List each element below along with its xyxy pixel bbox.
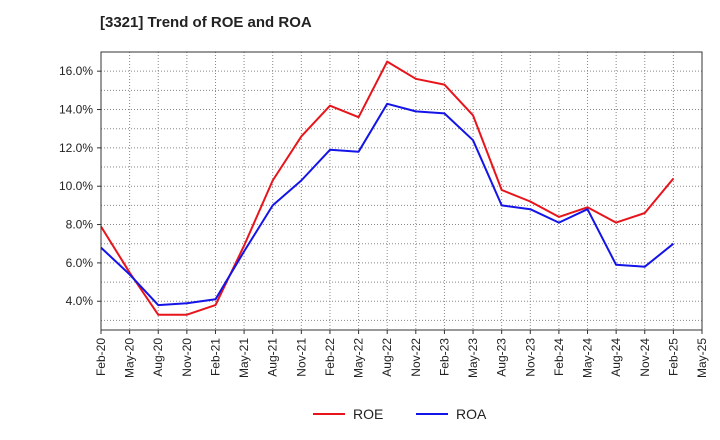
data-point-roa [471, 138, 475, 142]
data-point-roe [242, 244, 246, 248]
y-tick-label: 8.0% [66, 218, 94, 232]
data-point-roa [557, 221, 561, 225]
data-point-roa [185, 301, 189, 305]
data-point-roe [471, 113, 475, 117]
x-tick-label: Aug-21 [266, 338, 280, 377]
x-tick-label: May-20 [123, 338, 137, 378]
data-point-roa [442, 111, 446, 115]
data-point-roe [156, 313, 160, 317]
y-tick-label: 12.0% [59, 141, 93, 155]
data-point-roe [671, 177, 675, 181]
x-tick-label: May-23 [466, 338, 480, 378]
data-point-roa [299, 178, 303, 182]
data-point-roa [671, 242, 675, 246]
x-tick-label: May-24 [581, 338, 595, 378]
y-tick-label: 14.0% [59, 103, 93, 117]
data-point-roe [185, 313, 189, 317]
data-point-roe [385, 60, 389, 64]
data-point-roa [586, 207, 590, 211]
x-tick-label: Aug-24 [609, 338, 623, 377]
x-tick-label: Aug-20 [151, 338, 165, 377]
data-point-roe [213, 303, 217, 307]
x-tick-label: May-25 [695, 338, 709, 378]
data-point-roe [271, 178, 275, 182]
x-tick-label: May-22 [352, 338, 366, 378]
data-point-roa [357, 150, 361, 154]
x-tick-label: Feb-24 [552, 338, 566, 376]
legend-label-roe: ROE [353, 406, 383, 422]
x-tick-label: Nov-24 [638, 338, 652, 377]
x-tick-label: Aug-23 [495, 338, 509, 377]
y-tick-label: 6.0% [66, 256, 94, 270]
data-point-roa [156, 303, 160, 307]
data-point-roe [414, 77, 418, 81]
x-tick-label: Nov-23 [523, 338, 537, 377]
x-tick-label: Aug-22 [380, 338, 394, 377]
data-point-roe [643, 211, 647, 215]
x-tick-label: Feb-20 [94, 338, 108, 376]
data-point-roe [557, 215, 561, 219]
data-point-roa [500, 203, 504, 207]
plot-frame [100, 51, 703, 331]
chart-title: [3321] Trend of ROE and ROA [100, 14, 312, 31]
series-line-roa [100, 102, 675, 307]
data-point-roe [500, 188, 504, 192]
y-tick-label: 10.0% [59, 179, 93, 193]
x-tick-label: Feb-21 [208, 338, 222, 376]
data-point-roe [442, 83, 446, 87]
x-tick-label: Nov-20 [180, 338, 194, 377]
data-point-roa [414, 109, 418, 113]
y-tick-label: 4.0% [66, 294, 94, 308]
data-point-roa [128, 272, 132, 276]
x-tick-label: Nov-21 [294, 338, 308, 377]
data-point-roa [242, 249, 246, 253]
x-tick-label: Feb-22 [323, 338, 337, 376]
x-tick-label: Feb-23 [437, 338, 451, 376]
data-point-roa [385, 102, 389, 106]
data-point-roe [614, 221, 618, 225]
series-line-roe [100, 60, 675, 316]
data-point-roe [299, 134, 303, 138]
data-point-roa [271, 203, 275, 207]
data-point-roe [328, 104, 332, 108]
x-tick-label: Feb-25 [666, 338, 680, 376]
x-tick-label: Nov-22 [409, 338, 423, 377]
y-tick-label: 16.0% [59, 64, 93, 78]
data-point-roa [328, 148, 332, 152]
data-point-roe [528, 200, 532, 204]
data-point-roa [614, 263, 618, 267]
data-point-roa [528, 207, 532, 211]
data-point-roa [213, 297, 217, 301]
x-tick-label: May-21 [237, 338, 251, 378]
data-point-roa [643, 265, 647, 269]
data-point-roe [357, 115, 361, 119]
legend-label-roa: ROA [456, 406, 487, 422]
